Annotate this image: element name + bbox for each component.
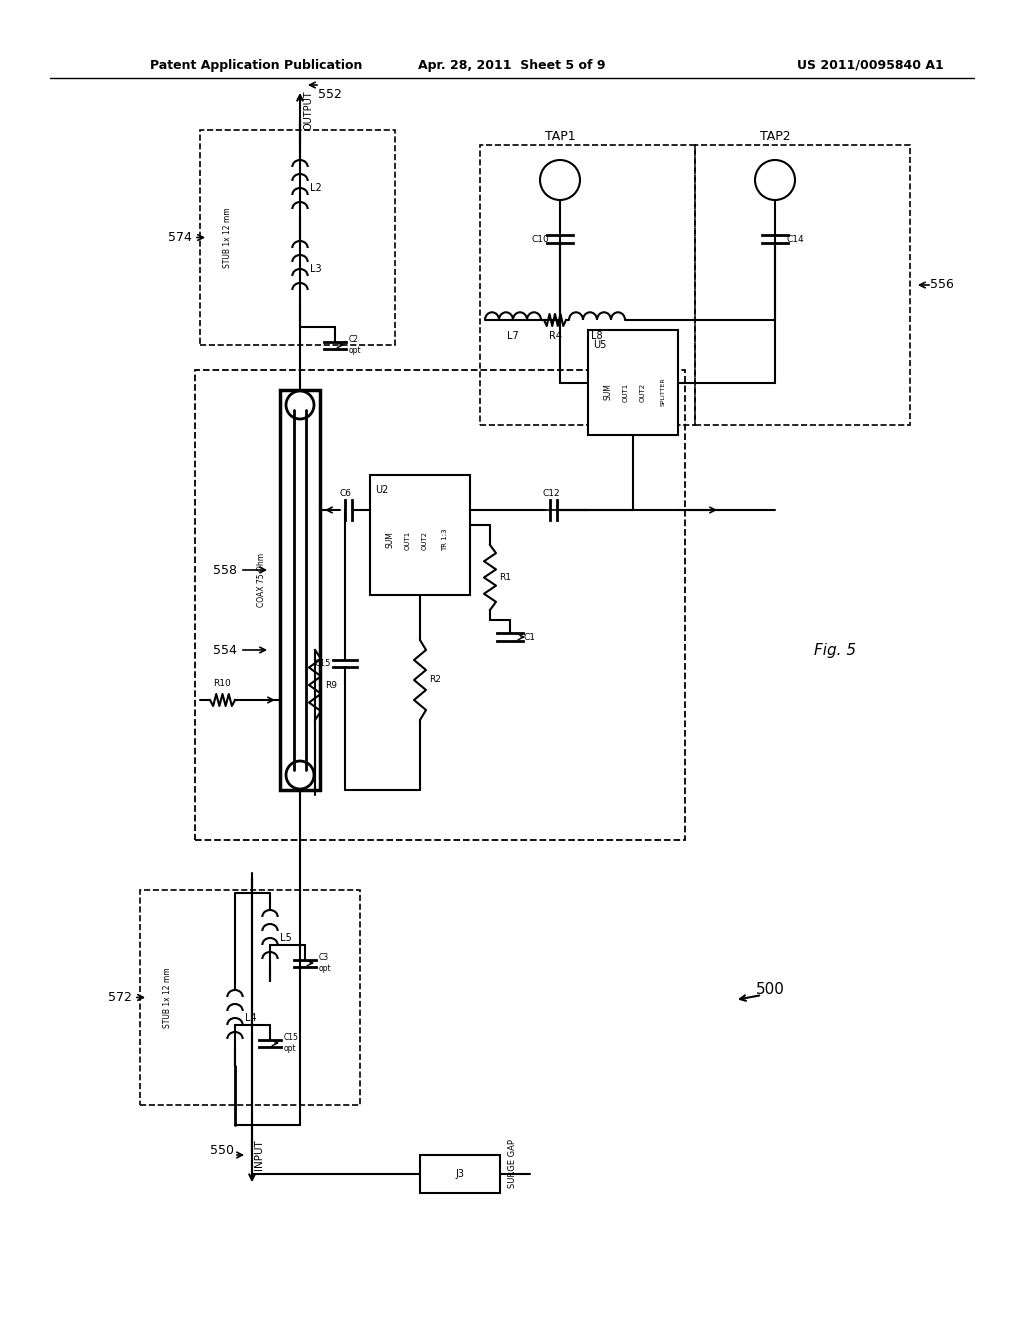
Text: L7: L7 — [507, 331, 519, 341]
Text: TAP2: TAP2 — [760, 131, 791, 144]
Bar — [370, 475, 470, 595]
Text: C14: C14 — [786, 235, 804, 243]
Text: OUTPUT: OUTPUT — [303, 90, 313, 129]
Text: R4: R4 — [549, 331, 561, 341]
Text: 500: 500 — [756, 982, 784, 998]
Bar — [588, 330, 678, 436]
Text: OUT2: OUT2 — [640, 383, 646, 401]
Bar — [420, 1155, 500, 1193]
Bar — [480, 145, 695, 425]
Bar — [280, 389, 319, 789]
Text: L5: L5 — [280, 933, 292, 942]
Text: SUM: SUM — [603, 384, 612, 400]
Text: L4: L4 — [245, 1012, 257, 1023]
Text: R10: R10 — [214, 680, 231, 689]
Text: C10: C10 — [531, 235, 549, 243]
Text: STUB 1x 12 mm: STUB 1x 12 mm — [164, 968, 172, 1028]
Text: L2: L2 — [310, 183, 322, 193]
Text: Patent Application Publication: Patent Application Publication — [150, 58, 362, 71]
Text: C1: C1 — [524, 632, 536, 642]
Text: R2: R2 — [429, 676, 441, 685]
Text: SUM: SUM — [385, 532, 394, 548]
Text: SPLITTER: SPLITTER — [660, 378, 666, 407]
Text: 552: 552 — [318, 88, 342, 102]
Text: SURGE GAP: SURGE GAP — [508, 1139, 517, 1188]
Bar — [140, 890, 360, 1105]
Text: 574: 574 — [168, 231, 193, 244]
Bar — [195, 370, 685, 840]
Bar — [695, 145, 910, 425]
Text: C12: C12 — [542, 490, 560, 499]
Text: J3: J3 — [456, 1170, 465, 1179]
Text: C3
opt: C3 opt — [319, 953, 332, 973]
Text: 572: 572 — [109, 991, 132, 1005]
Circle shape — [286, 391, 314, 418]
Text: TR 1:3: TR 1:3 — [442, 529, 449, 552]
Text: C6: C6 — [340, 490, 352, 499]
Text: C2
opt: C2 opt — [349, 335, 361, 355]
Text: STUB 1x 12 mm: STUB 1x 12 mm — [223, 207, 232, 268]
Text: US 2011/0095840 A1: US 2011/0095840 A1 — [797, 58, 943, 71]
Text: OUT2: OUT2 — [422, 531, 428, 549]
Text: COAX 75 Ohm: COAX 75 Ohm — [257, 553, 266, 607]
Text: 550: 550 — [210, 1143, 234, 1156]
Text: U2: U2 — [376, 484, 389, 495]
Text: OUT1: OUT1 — [406, 531, 411, 549]
Text: 554: 554 — [213, 644, 237, 656]
Text: TAP1: TAP1 — [545, 131, 575, 144]
Text: Apr. 28, 2011  Sheet 5 of 9: Apr. 28, 2011 Sheet 5 of 9 — [418, 58, 606, 71]
Text: R1: R1 — [499, 573, 511, 582]
Text: 558: 558 — [213, 564, 237, 577]
Text: 556: 556 — [930, 279, 954, 292]
Text: C15
opt: C15 opt — [284, 1034, 299, 1053]
Text: Fig. 5: Fig. 5 — [814, 643, 856, 657]
Text: OUT1: OUT1 — [623, 383, 629, 401]
Circle shape — [286, 762, 314, 789]
Bar — [200, 129, 395, 345]
Text: INPUT: INPUT — [254, 1139, 264, 1171]
Text: L8: L8 — [591, 331, 603, 341]
Text: L3: L3 — [310, 264, 322, 275]
Text: C15: C15 — [314, 659, 331, 668]
Text: R9: R9 — [325, 681, 337, 689]
Text: U5: U5 — [593, 341, 606, 350]
